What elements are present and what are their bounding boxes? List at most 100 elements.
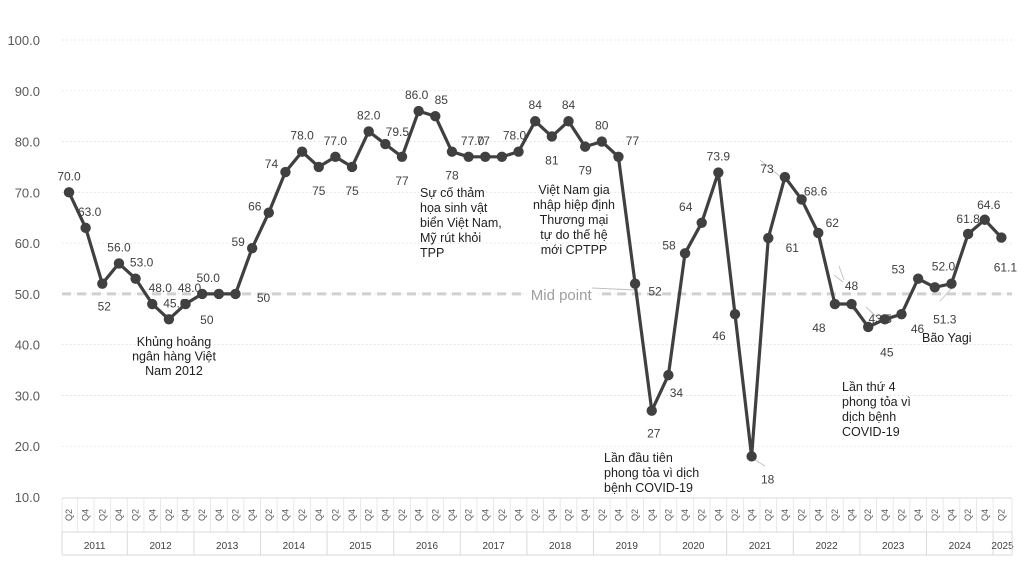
- data-label: 43.5: [869, 312, 893, 326]
- leader-line: [939, 286, 954, 302]
- quarter-label: Q2: [397, 509, 407, 521]
- data-label: 73.9: [707, 150, 731, 164]
- annotation-line: phong tỏa vì dịch: [604, 466, 699, 480]
- data-label: 50.0: [197, 271, 221, 285]
- annotation-line: bệnh COVID-19: [604, 481, 693, 495]
- quarter-label: Q4: [114, 509, 124, 521]
- data-label: 46: [911, 322, 925, 336]
- y-tick-label: 30.0: [15, 388, 40, 403]
- data-point: [97, 278, 108, 289]
- annotation-line: Lần đầu tiên: [604, 451, 673, 465]
- data-point: [713, 167, 724, 178]
- quarter-label: Q2: [231, 509, 241, 521]
- annotation-line: ngân hàng Việt: [132, 350, 216, 364]
- quarter-label: Q2: [763, 509, 773, 521]
- year-label: 2011: [84, 541, 106, 552]
- data-label: 61.1: [994, 261, 1018, 275]
- data-label: 18: [761, 472, 775, 486]
- annotation-line: biển Việt Nam,: [420, 216, 502, 230]
- mid-point-label-bg: [526, 285, 597, 305]
- data-point: [380, 138, 391, 150]
- data-label: 85: [435, 93, 449, 107]
- year-label: 2017: [482, 541, 505, 552]
- leader-line: [838, 265, 845, 281]
- year-label: 2012: [149, 541, 172, 552]
- year-label: 2015: [349, 541, 372, 552]
- data-point: [912, 273, 924, 284]
- quarter-label: Q2: [497, 509, 507, 521]
- year-label: 2021: [749, 541, 772, 552]
- data-point: [430, 110, 441, 122]
- annotation: Khủng hoảng ngân hàng Việt Nam 2012: [132, 335, 216, 378]
- y-tick-label: 100.0: [7, 33, 40, 48]
- data-point: [313, 161, 324, 173]
- data-point: [197, 288, 208, 300]
- data-label: 50: [257, 291, 271, 305]
- data-label: 75: [312, 184, 326, 198]
- data-point: [679, 248, 691, 259]
- quarter-label: Q4: [181, 509, 191, 521]
- quarter-label: Q4: [347, 509, 357, 521]
- data-point: [463, 151, 474, 162]
- data-point: [230, 288, 241, 300]
- data-point: [263, 207, 274, 218]
- quarter-label: Q4: [380, 509, 390, 521]
- annotation-line: Sự cố thảm: [420, 186, 485, 200]
- data-label: 80: [595, 119, 609, 133]
- quarter-label: Q4: [647, 509, 657, 521]
- data-point: [979, 214, 990, 225]
- year-label: 2019: [616, 541, 639, 552]
- data-label: 77.0: [461, 134, 485, 148]
- y-axis: 10.0 20.0 30.0 40.0 50.0 60.0 70.0 80.0 90.0 100.…: [7, 33, 40, 505]
- quarter-label: Q2: [131, 509, 141, 521]
- data-label: 77: [626, 134, 640, 148]
- leader-line: [865, 306, 881, 321]
- quarter-label: Q2: [264, 509, 274, 521]
- data-point: [346, 161, 358, 173]
- label-leader-lines: [591, 159, 954, 467]
- data-point: [280, 166, 291, 178]
- y-tick-label: 90.0: [15, 84, 40, 99]
- data-label: 46: [712, 329, 726, 343]
- quarter-label: Q2: [963, 509, 973, 521]
- data-label: 73: [760, 162, 774, 176]
- quarter-label: Q4: [980, 509, 990, 521]
- data-label: 77: [395, 174, 409, 188]
- data-label: 52: [98, 300, 112, 314]
- data-label: 62: [826, 216, 840, 230]
- year-label: 2023: [882, 541, 905, 552]
- data-point: [546, 131, 558, 142]
- data-point: [929, 282, 940, 293]
- data-label: 51.3: [933, 312, 957, 326]
- data-label: 78.0: [503, 129, 527, 143]
- data-point: [63, 187, 75, 198]
- data-label: 34: [670, 386, 684, 400]
- year-label: 2018: [549, 541, 572, 552]
- quarter-label: Q2: [630, 509, 640, 521]
- data-label: 68.6: [804, 184, 828, 198]
- data-point: [513, 146, 524, 157]
- year-label: 2025: [991, 541, 1014, 552]
- quarter-label: Q4: [747, 509, 757, 521]
- data-label: 53.0: [130, 256, 154, 270]
- quarter-label: Q2: [897, 509, 907, 521]
- quarter-label: Q4: [813, 509, 823, 521]
- data-label: 56.0: [107, 240, 131, 254]
- quarter-label: Q4: [680, 509, 690, 521]
- data-label: 78: [445, 169, 459, 183]
- quarter-label: Q2: [863, 509, 873, 521]
- quarter-label: Q4: [580, 509, 590, 521]
- year-label: 2016: [416, 541, 439, 552]
- series-markers: [63, 105, 1007, 462]
- quarter-label: Q2: [364, 509, 374, 521]
- annotation-line: TPP: [420, 246, 444, 260]
- leader-line: [833, 274, 844, 283]
- data-point: [530, 116, 541, 127]
- data-label: 79: [578, 164, 592, 178]
- quarter-label: Q2: [564, 509, 574, 521]
- data-label: 48.0: [178, 281, 202, 295]
- data-label: 82.0: [357, 108, 381, 122]
- data-label: 45: [880, 345, 894, 359]
- data-label: 45.0: [163, 296, 187, 310]
